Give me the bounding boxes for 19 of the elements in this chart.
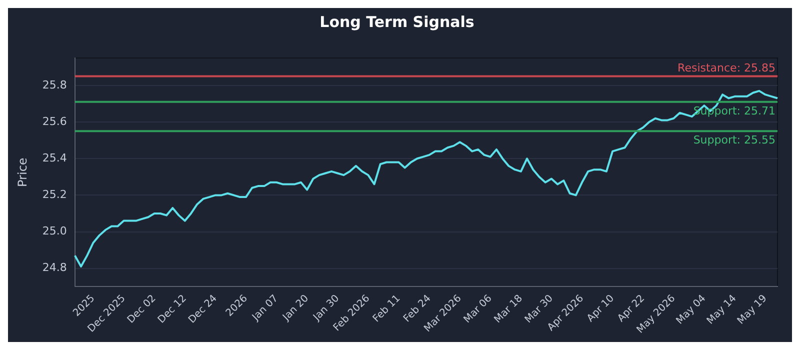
x-tick-label: Mar 18 [492,293,525,326]
y-tick-label: 24.8 [42,261,67,274]
chart-title: Long Term Signals [320,12,474,31]
x-tick-label: Dec 24 [186,293,220,326]
y-tick-label: 25.8 [42,78,67,92]
y-axis-title: Price [15,158,30,187]
x-tick-label: Jan 07 [250,293,280,324]
y-tick-label: 25.4 [42,151,67,164]
x-tick-label: Dec 12 [156,293,189,326]
y-tick-label: 25.2 [42,188,67,202]
x-tick-label: Dec 02 [126,293,158,326]
x-tick-label: Apr 10 [585,293,617,324]
x-tick-label: Mar 06 [462,293,494,326]
x-tick-label: Jan 20 [280,293,312,324]
ref-line-label: Support: 25.55 [693,134,776,147]
x-tick-label: Feb 11 [371,293,403,325]
ref-line-label: Resistance: 25.85 [678,62,776,75]
y-tick-label: 25.6 [42,114,67,128]
y-tick-label: 25.0 [42,224,67,238]
